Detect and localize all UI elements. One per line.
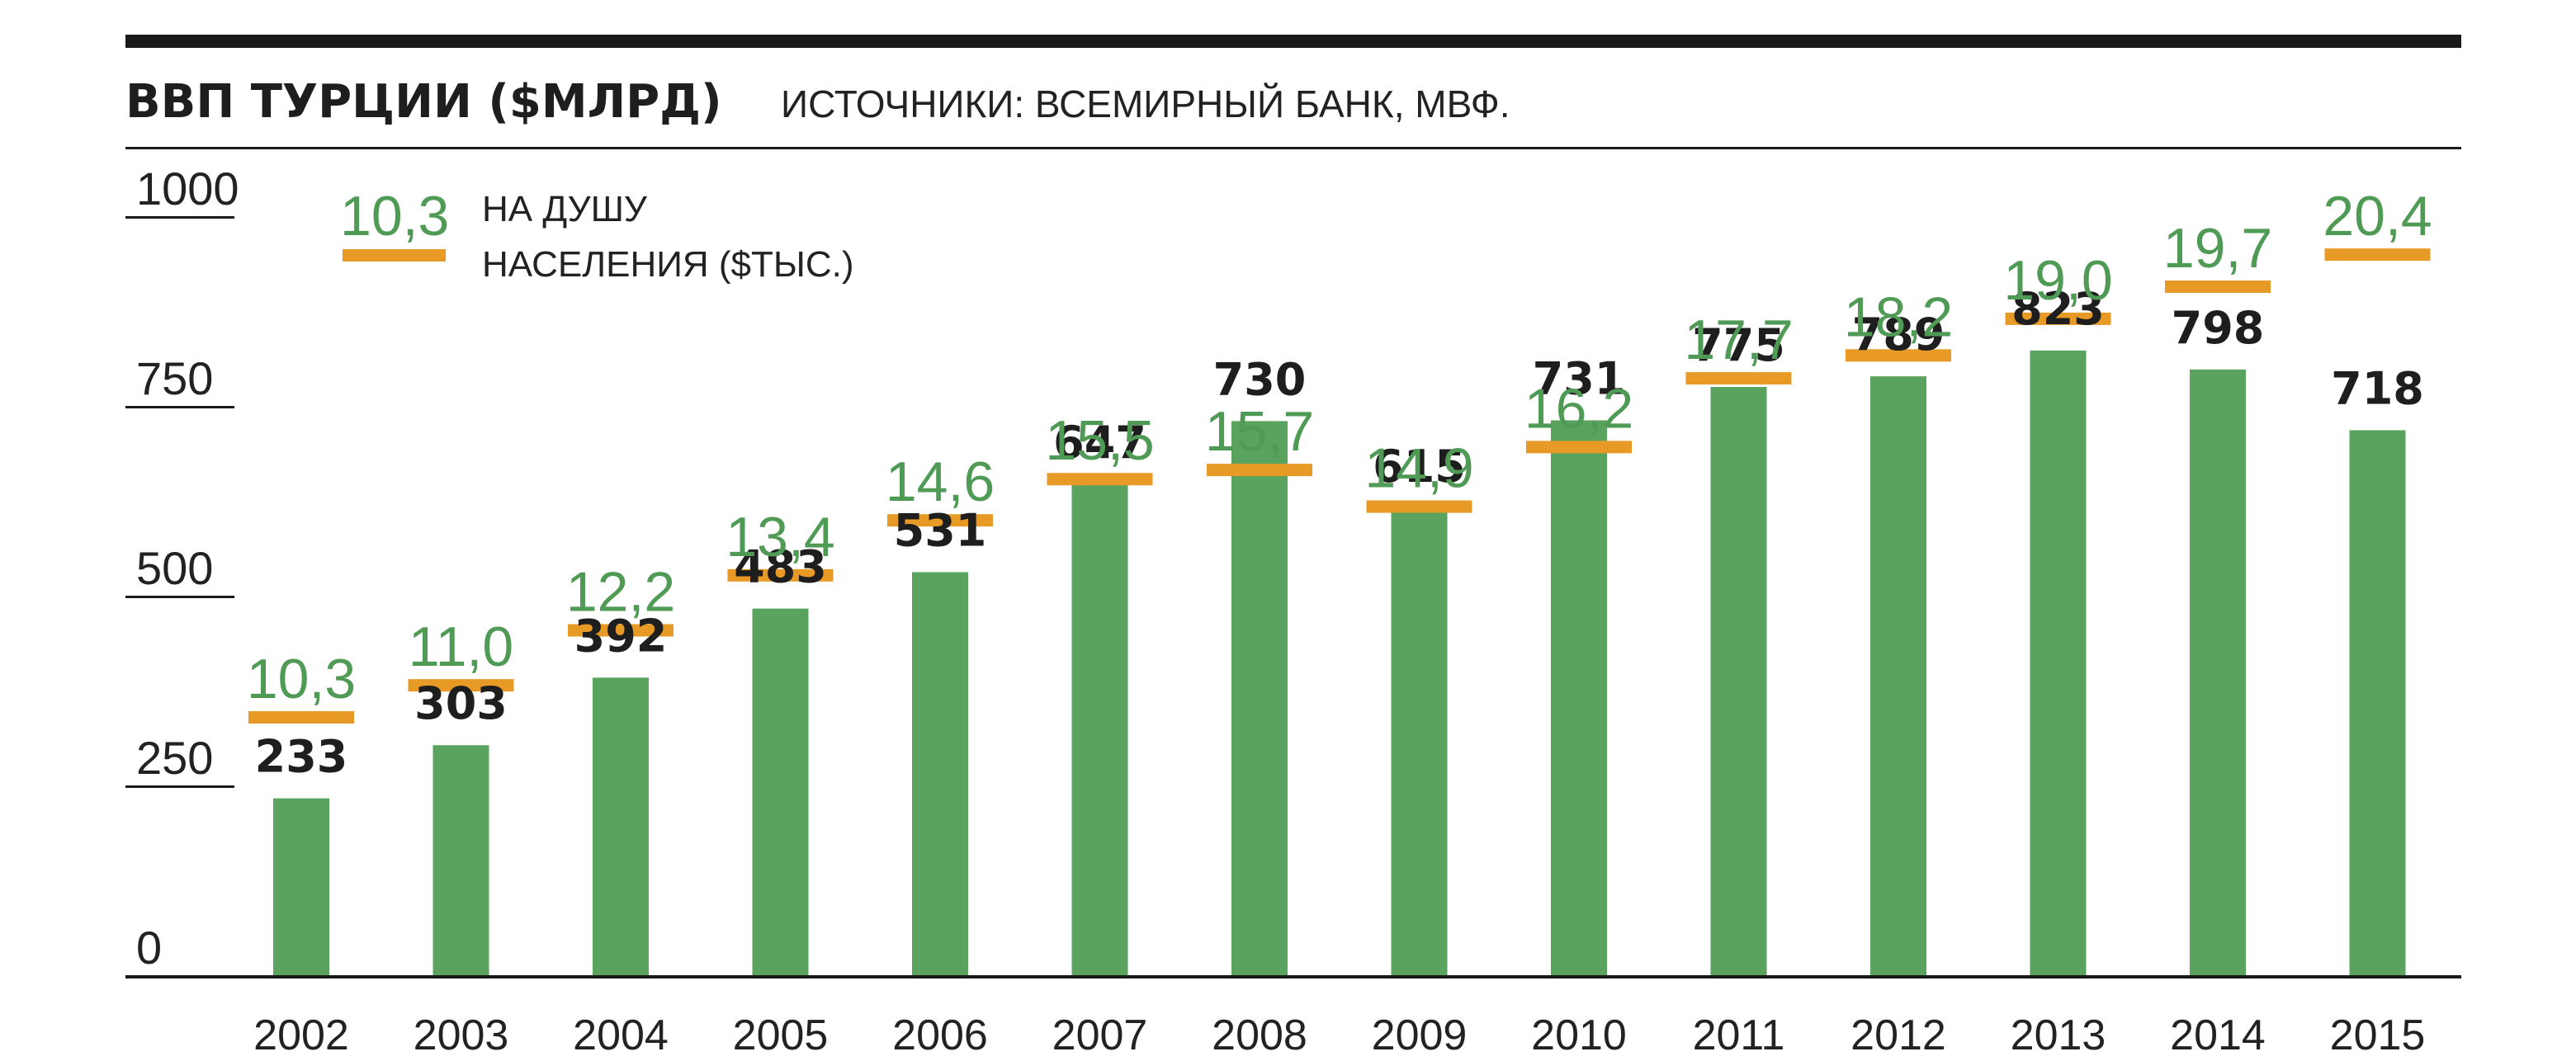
- x-tick-label-2003: 2003: [414, 1011, 509, 1059]
- y-tick-line: [125, 596, 234, 598]
- per-capita-label-2013: 19,0: [2003, 249, 2112, 312]
- per-capita-marker-2012: [1846, 349, 1951, 362]
- header-rule: [125, 147, 2461, 149]
- bar-2010: [1551, 420, 1607, 976]
- chart-source: ИСТОЧНИКИ: ВСЕМИРНЫЙ БАНК, МВФ.: [781, 83, 1510, 125]
- bars: [273, 350, 2406, 976]
- per-capita-label-2014: 19,7: [2163, 217, 2272, 280]
- x-tick-label-2004: 2004: [573, 1011, 669, 1059]
- per-capita-marker-2011: [1685, 372, 1792, 385]
- per-capita-marker-2008: [1207, 464, 1312, 477]
- x-tick-label-2006: 2006: [892, 1011, 988, 1059]
- value-label-2003: 303: [414, 677, 508, 729]
- bar-2004: [593, 677, 649, 975]
- y-tick-line: [125, 785, 234, 788]
- per-capita-marker-2003: [408, 679, 514, 692]
- legend-label-line2: НАСЕЛЕНИЯ ($ТЫС.): [482, 244, 854, 285]
- per-capita-label-2003: 11,0: [409, 615, 513, 678]
- value-label-2009: 615: [1373, 441, 1466, 493]
- per-capita-label-2009: 14,9: [1364, 437, 1473, 500]
- bar-2011: [1710, 387, 1767, 975]
- per-capita-marker-2010: [1526, 441, 1632, 454]
- y-tick-line: [125, 406, 234, 408]
- value-label-2012: 789: [1852, 309, 1945, 361]
- legend-label-line1: НА ДУШУ: [482, 189, 648, 229]
- per-capita-label-2008: 15,7: [1205, 400, 1314, 463]
- per-capita-label-2005: 13,4: [726, 506, 834, 568]
- x-axis: 2002 2003 2004 2005 2006 2007 2008 2009 2010 2011…: [253, 1011, 2425, 1059]
- top-rule: [125, 35, 2461, 48]
- bar-2008: [1231, 421, 1288, 975]
- value-label-2008: 730: [1213, 353, 1307, 405]
- per-capita-label-2006: 14,6: [886, 450, 995, 513]
- value-label-2004: 392: [574, 610, 668, 662]
- bar-2005: [752, 608, 809, 975]
- x-tick-label-2013: 2013: [2011, 1011, 2106, 1059]
- per-capita-marker-2004: [568, 624, 674, 637]
- x-tick-label-2009: 2009: [1372, 1011, 1468, 1059]
- value-label-2002: 233: [255, 731, 348, 783]
- per-capita-label-2010: 16,2: [1524, 377, 1633, 440]
- bar-2014: [2190, 369, 2246, 976]
- x-tick-label-2002: 2002: [253, 1011, 349, 1059]
- x-tick-label-2008: 2008: [1212, 1011, 1307, 1059]
- value-label-2005: 483: [734, 541, 827, 593]
- per-capita-marker-2015: [2324, 248, 2431, 262]
- legend-marker: [343, 249, 446, 262]
- y-tick-label: 250: [136, 732, 213, 784]
- per-capita-marker-2005: [727, 568, 834, 582]
- value-label-2011: 775: [1692, 319, 1785, 371]
- per-capita-label-2002: 10,3: [247, 648, 356, 710]
- per-capita-label-2015: 20,4: [2323, 185, 2432, 248]
- value-label-2010: 731: [1533, 352, 1626, 404]
- x-tick-label-2010: 2010: [1531, 1011, 1627, 1059]
- per-capita-markers: [248, 248, 2431, 724]
- bar-2003: [432, 745, 489, 975]
- value-label-2013: 823: [2011, 283, 2105, 335]
- value-label-2015: 718: [2331, 362, 2424, 414]
- x-tick-label-2005: 2005: [733, 1011, 829, 1059]
- value-label-2014: 798: [2172, 302, 2265, 354]
- x-tick-label-2014: 2014: [2170, 1011, 2266, 1059]
- y-tick-label: 750: [136, 352, 213, 404]
- bar-2006: [912, 572, 968, 975]
- per-capita-label-2004: 12,2: [566, 560, 675, 623]
- x-tick-label-2007: 2007: [1052, 1011, 1148, 1059]
- x-tick-label-2011: 2011: [1693, 1011, 1785, 1059]
- y-tick-label: 1000: [136, 163, 239, 215]
- y-tick-line: [125, 216, 234, 219]
- bar-2009: [1391, 508, 1448, 975]
- y-axis: 0 250 500 750 1000: [125, 163, 239, 974]
- value-label-2006: 531: [894, 504, 987, 556]
- x-tick-label-2015: 2015: [2330, 1011, 2426, 1059]
- per-capita-marker-2013: [2005, 312, 2111, 325]
- per-capita-marker-2006: [887, 514, 993, 527]
- chart-title: ВВП ТУРЦИИ ($МЛРД): [125, 75, 722, 129]
- bar-2012: [1870, 376, 1926, 975]
- legend: 10,3 НА ДУШУ НАСЕЛЕНИЯ ($ТЫС.): [340, 185, 854, 285]
- per-capita-marker-2014: [2165, 281, 2271, 293]
- bar-2002: [273, 798, 329, 975]
- per-capita-label-2012: 18,2: [1844, 285, 1953, 348]
- bar-2013: [2030, 350, 2087, 976]
- per-capita-marker-2009: [1366, 500, 1472, 513]
- y-tick-label: 0: [136, 922, 162, 974]
- bar-2007: [1071, 483, 1128, 975]
- x-tick-label-2012: 2012: [1850, 1011, 1946, 1059]
- baseline: [125, 975, 2461, 978]
- y-tick-label: 500: [136, 542, 213, 594]
- legend-sample-value: 10,3: [340, 185, 449, 248]
- per-capita-marker-2002: [248, 711, 354, 724]
- value-label-2007: 647: [1053, 417, 1146, 469]
- bar-2015: [2349, 430, 2406, 975]
- per-capita-marker-2007: [1047, 473, 1153, 486]
- per-capita-label-2011: 17,7: [1684, 309, 1793, 371]
- per-capita-label-2007: 15,5: [1045, 409, 1154, 472]
